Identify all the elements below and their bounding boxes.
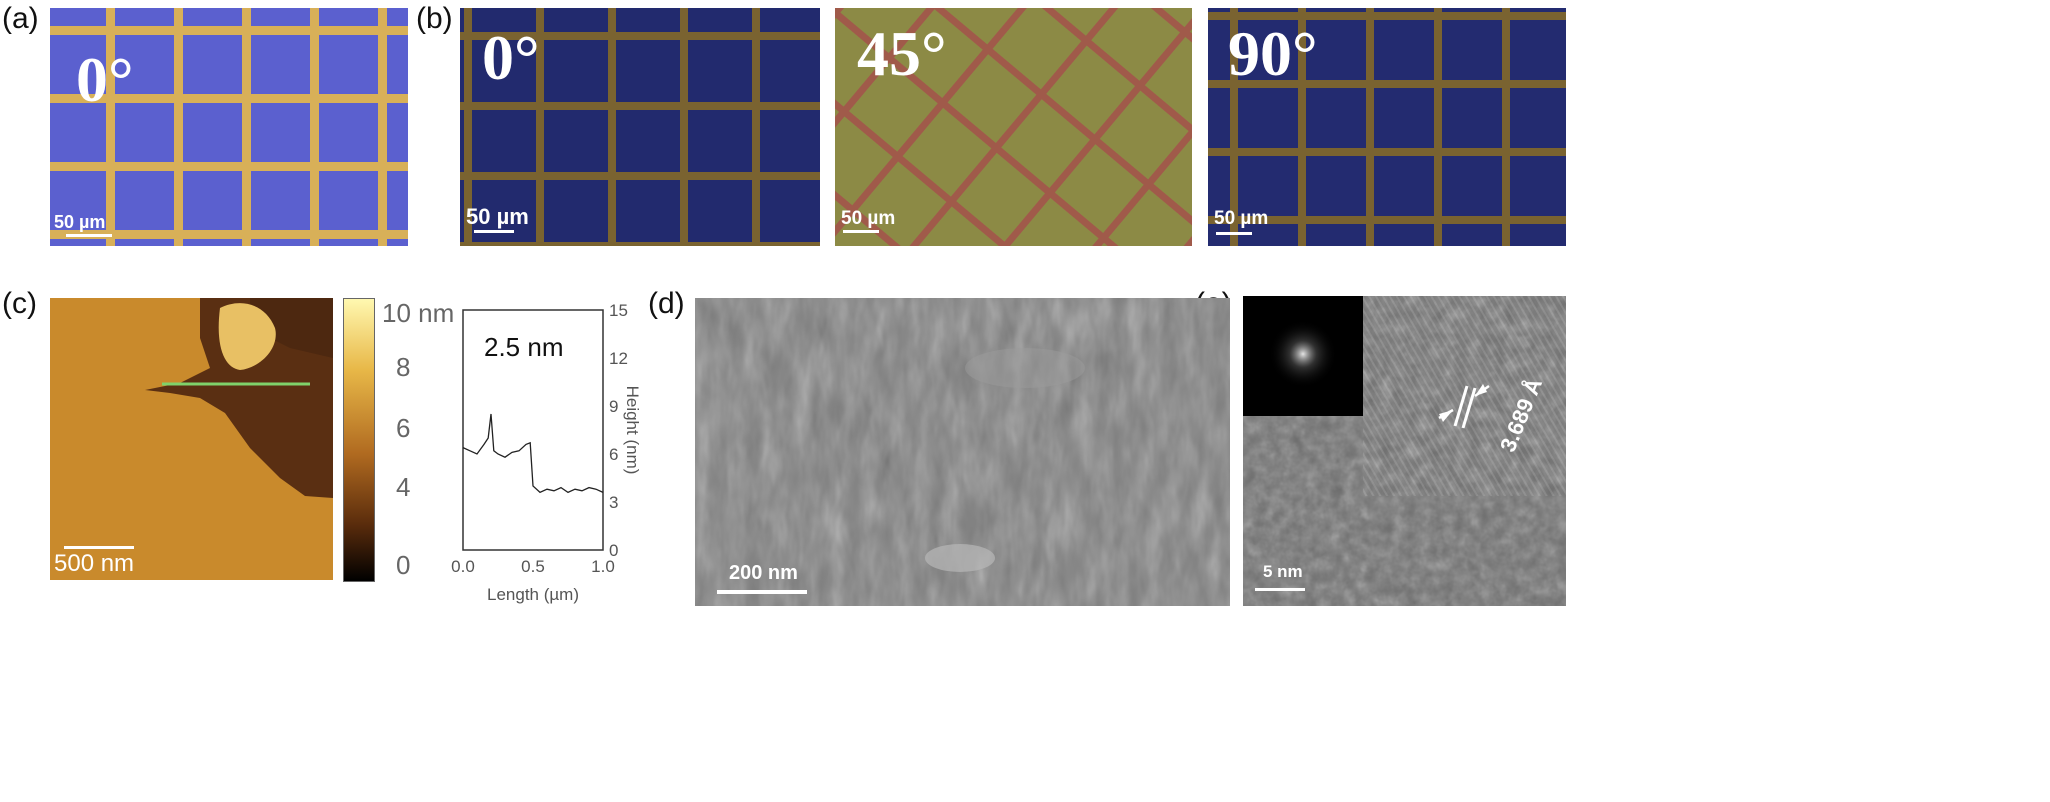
scale-bar bbox=[64, 546, 134, 549]
x-tick-label: 0.5 bbox=[521, 557, 545, 576]
colorbar-tick: 4 bbox=[396, 472, 411, 502]
scale-label: 500 nm bbox=[54, 550, 135, 577]
y-tick-label: 6 bbox=[609, 445, 618, 464]
x-axis-label: Length (µm) bbox=[487, 585, 579, 604]
y-tick-label: 3 bbox=[609, 493, 618, 512]
y-tick-label: 15 bbox=[609, 301, 628, 320]
scale-label: 50 µm bbox=[466, 204, 529, 229]
angle-label: 90° bbox=[1228, 18, 1318, 89]
scale-bar bbox=[66, 234, 112, 237]
scale-label: 50 µm bbox=[54, 212, 106, 232]
hrtem-image: 3.689 Å 5 nm bbox=[1243, 296, 1566, 606]
colorbar bbox=[343, 298, 375, 582]
fft-inset bbox=[1243, 296, 1363, 416]
colorbar-tick: 10 nm bbox=[382, 298, 455, 328]
tem-image: 200 nm bbox=[695, 298, 1230, 606]
scale-bar bbox=[1216, 232, 1252, 235]
micrograph-a: 0° 50 µm bbox=[50, 8, 408, 246]
scale-bar bbox=[474, 230, 514, 233]
y-tick-label: 12 bbox=[609, 349, 628, 368]
scale-label: 200 nm bbox=[729, 562, 798, 584]
y-tick-label: 0 bbox=[609, 541, 618, 560]
panel-label-a: (a) bbox=[2, 2, 39, 35]
micrograph-b-45deg: 45° 50 µm bbox=[835, 8, 1192, 246]
profile-series-line bbox=[462, 413, 604, 494]
height-profile-chart: 2.5 nm 0.0 0.5 1.0 15 12 9 6 3 0 Length (µm) He… bbox=[451, 301, 640, 604]
plot-frame bbox=[462, 309, 604, 551]
scale-label: 50 µm bbox=[841, 208, 896, 229]
angle-label: 0° bbox=[76, 44, 134, 115]
y-axis-label: Height (nm) bbox=[623, 386, 640, 475]
scale-label: 5 nm bbox=[1263, 562, 1303, 581]
angle-label: 45° bbox=[857, 18, 947, 89]
panel-label-b: (b) bbox=[416, 2, 453, 35]
scale-bar bbox=[717, 590, 807, 594]
panel-label-d: (d) bbox=[648, 287, 685, 320]
x-tick-label: 0.0 bbox=[451, 557, 475, 576]
colorbar-tick: 6 bbox=[396, 413, 411, 443]
lattice-arrows bbox=[1438, 384, 1490, 429]
scale-bar bbox=[1255, 588, 1305, 591]
afm-image: 500 nm bbox=[50, 298, 333, 580]
profile-annotation: 2.5 nm bbox=[484, 332, 564, 362]
x-tick-label: 1.0 bbox=[591, 557, 615, 576]
colorbar-tick: 8 bbox=[396, 352, 411, 382]
scale-label: 50 µm bbox=[1214, 208, 1269, 229]
micrograph-b-0deg: 0° 50 µm bbox=[460, 8, 820, 246]
colorbar-tick: 0 bbox=[396, 550, 411, 580]
angle-label: 0° bbox=[482, 22, 540, 93]
scale-bar bbox=[843, 230, 879, 233]
panel-label-c: (c) bbox=[2, 287, 37, 320]
y-tick-label: 9 bbox=[609, 397, 618, 416]
micrograph-b-90deg: 90° 50 µm bbox=[1208, 8, 1566, 246]
